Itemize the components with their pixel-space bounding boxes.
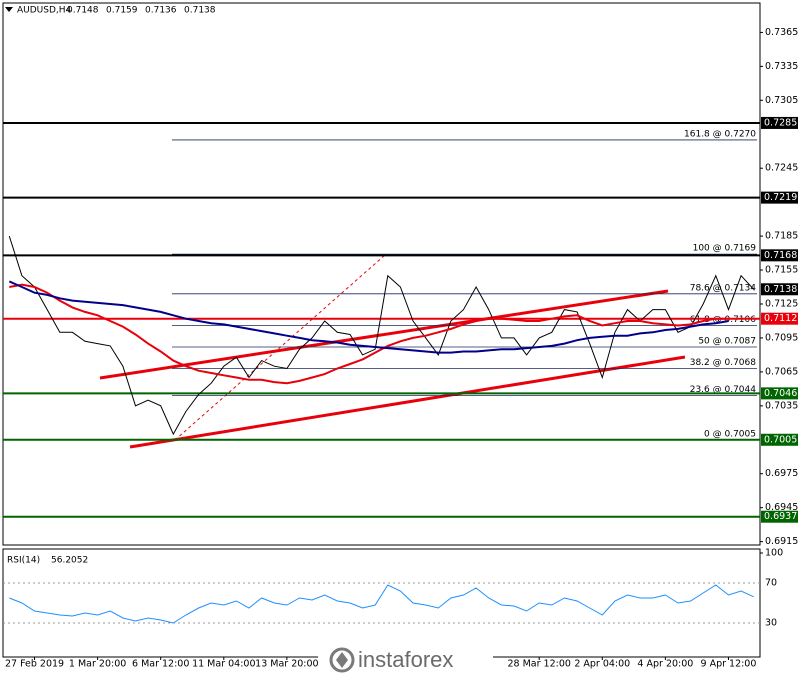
- y-tick-label: 0.6915: [765, 536, 798, 547]
- main-frame: [2, 2, 761, 546]
- rsi-title: RSI(14): [7, 556, 40, 566]
- y-tick-label: 0.7155: [765, 265, 798, 276]
- overlays: [99, 254, 686, 449]
- x-tick-label: 13 Mar 20:00: [255, 659, 318, 670]
- y-tick-label: 0.7095: [765, 332, 798, 343]
- ohlc-value: 0.7136: [145, 6, 177, 16]
- price-box: [761, 387, 798, 400]
- symbol: AUDUSD,H4: [17, 6, 72, 16]
- fib-label: 100 @ 0.7169: [693, 244, 757, 254]
- fib-label: 50 @ 0.7087: [698, 336, 756, 346]
- x-tick-label: 4 Apr 20:00: [637, 659, 693, 670]
- price-box-label: 0.7112: [764, 313, 797, 324]
- y-tick-label: 0.7245: [765, 163, 798, 174]
- fib-label: 23.6 @ 0.7044: [690, 385, 757, 395]
- ohlc-value: 0.7159: [106, 6, 138, 16]
- watermark-text: instaforex: [358, 647, 453, 672]
- fib-guide: [174, 254, 386, 441]
- x-tick-label: 28 Mar 12:00: [507, 659, 570, 670]
- fib-label: 61.8 @ 0.7106: [690, 315, 757, 325]
- price-box-label: 0.7219: [764, 192, 797, 203]
- trend-line: [99, 289, 669, 380]
- price-box: [761, 433, 798, 446]
- y-tick-label: 0.7365: [765, 27, 798, 38]
- trend-line: [129, 355, 686, 449]
- menu-arrow[interactable]: [5, 7, 13, 12]
- fib-label: 0 @ 0.7005: [704, 429, 756, 439]
- series-line: [8, 280, 729, 354]
- price-box-label: 0.7285: [764, 117, 797, 128]
- price-box-label: 0.7005: [764, 434, 797, 445]
- x-tick-label: 1 Mar 20:00: [69, 659, 126, 670]
- price-box-label: 0.6937: [764, 511, 797, 522]
- price-box-label: 0.7046: [764, 388, 797, 399]
- rsi-tick-label: 100: [765, 548, 783, 559]
- x-tick-label: 2 Apr 04:00: [574, 659, 630, 670]
- fib-label: 161.8 @ 0.7270: [684, 129, 756, 139]
- price-box: [761, 283, 798, 296]
- rsi-current: 56.2052: [51, 556, 88, 566]
- fib-label: 38.2 @ 0.7068: [690, 358, 757, 368]
- y-tick-label: 0.7125: [765, 298, 798, 309]
- x-tick-label: 11 Mar 04:00: [192, 659, 255, 670]
- series-line: [9, 584, 754, 624]
- rsi-tick-label: 30: [765, 618, 777, 629]
- watermark: instaforex: [318, 640, 493, 675]
- ohlc-value: 0.7138: [184, 6, 216, 16]
- fib-label: 78.6 @ 0.7134: [690, 283, 757, 293]
- y-tick-label: 0.6945: [765, 502, 798, 513]
- price-box: [761, 510, 798, 523]
- x-tick-label: 27 Feb 2019: [5, 659, 64, 670]
- price-box: [761, 249, 798, 262]
- y-tick-label: 0.7305: [765, 95, 798, 106]
- watermark-logo: [336, 652, 348, 668]
- series-line: [9, 283, 729, 385]
- y-tick-label: 0.7185: [765, 231, 798, 242]
- price-box-label: 0.7168: [764, 250, 797, 261]
- x-tick-label: 9 Apr 12:00: [701, 659, 757, 670]
- y-tick-label: 0.6975: [765, 468, 798, 479]
- y-tick-label: 0.7065: [765, 366, 798, 377]
- price-box: [761, 191, 798, 204]
- watermark-bg: [318, 640, 493, 675]
- x-tick-label: 6 Mar 12:00: [132, 659, 189, 670]
- y-tick-label: 0.7035: [765, 400, 798, 411]
- y-tick-label: 0.7335: [765, 61, 798, 72]
- watermark-logo: [329, 647, 355, 673]
- rsi-tick-label: 70: [765, 578, 777, 589]
- price-box: [761, 116, 798, 129]
- ohlc-value: 0.7148: [67, 6, 99, 16]
- price-box: [761, 312, 798, 325]
- series-line: [8, 235, 755, 436]
- price-box-label: 0.7138: [764, 284, 797, 295]
